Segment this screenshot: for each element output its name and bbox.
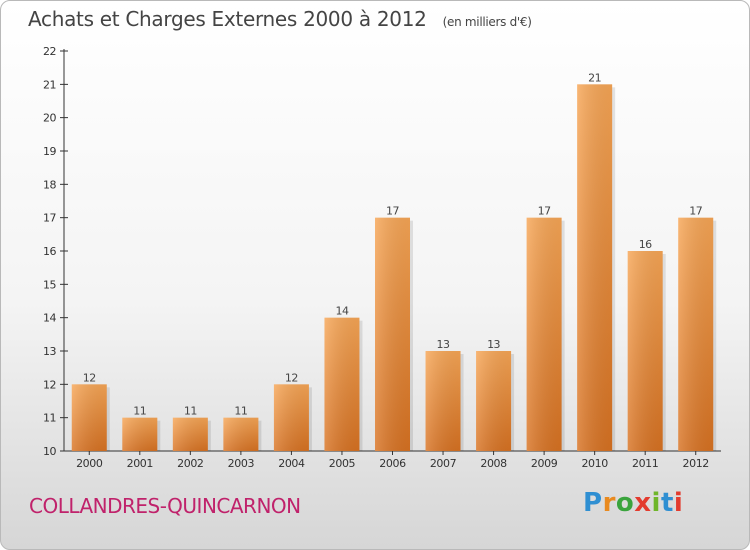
y-tick-label: 19: [43, 145, 56, 158]
y-tick-label: 22: [43, 45, 56, 58]
bar-value-label: 17: [538, 205, 551, 218]
x-tick-label: 2005: [329, 457, 356, 470]
bar-highlight: [223, 417, 259, 451]
y-tick-label: 20: [43, 112, 56, 125]
bar-highlight: [122, 417, 158, 451]
bar-value-label: 16: [639, 238, 652, 251]
x-tick-label: 2010: [581, 457, 608, 470]
logo-letter: P: [583, 488, 603, 518]
bar-highlight: [526, 217, 562, 451]
proxiti-logo: Proxiti: [583, 488, 683, 518]
y-tick-label: 15: [43, 278, 56, 291]
y-tick-label: 17: [43, 212, 56, 225]
x-tick-label: 2007: [430, 457, 457, 470]
x-tick-label: 2003: [228, 457, 255, 470]
bar-value-label: 13: [437, 338, 450, 351]
place-name: COLLANDRES-QUINCARNON: [29, 494, 301, 518]
x-tick-label: 2004: [278, 457, 305, 470]
y-tick-label: 10: [43, 445, 56, 458]
x-tick-label: 2006: [379, 457, 406, 470]
y-tick-label: 12: [43, 378, 56, 391]
x-tick-label: 2000: [76, 457, 103, 470]
bar-highlight: [324, 317, 360, 451]
logo-letter: t: [660, 488, 674, 518]
bar-highlight: [375, 217, 410, 451]
y-tick-label: 13: [43, 345, 56, 358]
bar-highlight: [577, 84, 613, 451]
logo-letter: i: [673, 488, 684, 518]
logo-letter: x: [634, 488, 652, 518]
y-tick-label: 21: [43, 78, 56, 91]
bar-value-label: 17: [386, 205, 399, 218]
bar-highlight: [627, 251, 663, 451]
axes: 10 11 12 13 14 15 16 17 18 19 20 21 22: [43, 45, 721, 458]
x-tick-label: 2008: [480, 457, 507, 470]
bars: [71, 84, 717, 451]
bar-value-label: 11: [234, 405, 247, 418]
bar-value-label: 14: [335, 305, 348, 318]
x-tick-label: 2001: [127, 457, 153, 470]
x-tick-label: 2011: [632, 457, 658, 470]
bar-highlight: [425, 351, 461, 451]
y-tick-label: 16: [43, 245, 56, 258]
bar-highlight: [71, 384, 107, 451]
bar-value-label: 13: [487, 338, 500, 351]
labels: 2000 12 2001 11 2002 11 2003 11 2004 12 2005 14 2006…: [76, 71, 709, 470]
chart-title-text: Achats et Charges Externes 2000 à 2012: [28, 7, 427, 31]
y-tick-label: 18: [43, 178, 56, 191]
chart-title: Achats et Charges Externes 2000 à 2012 (…: [28, 7, 532, 31]
logo-letter: o: [615, 488, 635, 518]
bar-value-label: 12: [285, 371, 298, 384]
bar-value-label: 11: [184, 405, 197, 418]
bar-value-label: 21: [588, 71, 601, 84]
bar-value-label: 11: [133, 405, 146, 418]
bar-highlight: [476, 351, 512, 451]
bar-highlight: [678, 217, 714, 451]
bar-value-label: 12: [83, 371, 96, 384]
x-tick-label: 2012: [683, 457, 709, 470]
bar-highlight: [273, 384, 309, 451]
chart-subtitle: (en milliers d'€): [442, 15, 532, 29]
y-tick-label: 14: [43, 312, 56, 325]
logo-letter: i: [651, 488, 661, 518]
y-tick-label: 11: [43, 412, 56, 425]
bar-value-label: 17: [689, 205, 702, 218]
bar-highlight: [172, 417, 208, 451]
x-tick-label: 2009: [531, 457, 558, 470]
logo-letter: r: [602, 488, 616, 518]
x-tick-label: 2002: [177, 457, 203, 470]
